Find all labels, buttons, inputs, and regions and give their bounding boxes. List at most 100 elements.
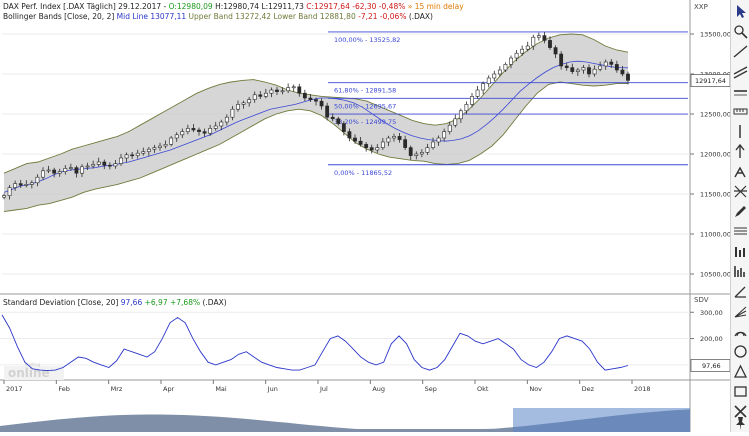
candle-body bbox=[587, 67, 591, 75]
candle-body bbox=[236, 104, 240, 110]
candle-body bbox=[2, 195, 6, 198]
candle-body bbox=[492, 73, 497, 79]
candle-body bbox=[308, 97, 313, 100]
pitchfork-icon[interactable] bbox=[732, 182, 749, 200]
candle-body bbox=[414, 153, 419, 156]
time-tick-label: Aug bbox=[372, 385, 385, 393]
price-unit-label: XXP bbox=[694, 3, 708, 11]
channel-icon[interactable] bbox=[732, 62, 749, 80]
horizontal-line-icon[interactable] bbox=[732, 82, 749, 100]
candle-body bbox=[330, 116, 335, 120]
candle-body bbox=[135, 152, 140, 156]
angle-icon[interactable] bbox=[732, 282, 749, 300]
candle-body bbox=[35, 176, 40, 184]
time-tick-label: Okt bbox=[477, 385, 489, 393]
fibonacci-icon[interactable] bbox=[732, 162, 749, 180]
bars-icon[interactable] bbox=[732, 242, 749, 260]
candle-body bbox=[107, 164, 112, 167]
candle-body bbox=[375, 147, 380, 151]
navigator-overview[interactable] bbox=[0, 408, 690, 432]
price-tick-label: 11500,00 bbox=[700, 191, 730, 199]
candle-body bbox=[119, 157, 123, 164]
candle-body bbox=[152, 147, 157, 150]
candle-body bbox=[536, 35, 541, 38]
bollinger-header: Bollinger Bands [Close, 20, 2] Mid Line … bbox=[3, 12, 433, 21]
candle-body bbox=[458, 110, 463, 120]
candle-body bbox=[146, 148, 151, 152]
price-tick-label: 12500,00 bbox=[700, 111, 730, 119]
candle-body bbox=[74, 167, 79, 174]
time-axis: 2017 Feb Mrz Apr Mai Jun Jul Aug Sep Okt Nov Dez 201… bbox=[3, 380, 651, 393]
candle-body bbox=[124, 154, 129, 159]
candle-body bbox=[548, 40, 552, 48]
candle-body bbox=[581, 67, 586, 71]
candle-body bbox=[275, 89, 279, 92]
vertical-line-icon[interactable] bbox=[732, 122, 749, 140]
candle-body bbox=[341, 123, 346, 132]
candle-body bbox=[91, 164, 96, 167]
histogram-icon[interactable] bbox=[732, 262, 749, 280]
candle-body bbox=[314, 99, 318, 102]
candle-body bbox=[626, 73, 630, 81]
cursor-icon[interactable] bbox=[732, 2, 749, 20]
candle-body bbox=[353, 137, 357, 142]
candle-body bbox=[191, 128, 196, 131]
candle-body bbox=[520, 48, 525, 54]
pencil-icon[interactable] bbox=[732, 202, 749, 220]
ellipse-icon[interactable] bbox=[732, 342, 749, 360]
triangle-icon[interactable] bbox=[732, 362, 749, 380]
candle-body bbox=[431, 141, 435, 148]
candle-body bbox=[258, 94, 263, 97]
price-tick-label: 12000,00 bbox=[700, 151, 730, 159]
candle-body bbox=[564, 65, 569, 68]
fan-icon[interactable] bbox=[732, 302, 749, 320]
candle-body bbox=[603, 61, 608, 67]
chart-area[interactable]: 100,00% - 13525,82 61,80% - 12891,58 50,00… bbox=[0, 0, 731, 432]
candle-body bbox=[447, 124, 452, 132]
candle-body bbox=[185, 128, 190, 132]
candle-body bbox=[609, 61, 614, 65]
candle-body bbox=[202, 131, 207, 134]
chart-svg[interactable]: 100,00% - 13525,82 61,80% - 12891,58 50,00… bbox=[0, 0, 731, 432]
watermark-small-text: Trading bbox=[23, 362, 41, 368]
sd-gridlines bbox=[0, 311, 690, 366]
candle-body bbox=[614, 64, 619, 71]
crosshair-icon[interactable] bbox=[732, 22, 749, 40]
rectangle-icon[interactable] bbox=[732, 382, 749, 400]
time-tick-label: Dez bbox=[582, 385, 595, 393]
arc-icon[interactable] bbox=[732, 322, 749, 340]
candle-body bbox=[419, 152, 424, 155]
candle-body bbox=[230, 108, 235, 118]
candle-body bbox=[425, 147, 430, 153]
candle-body bbox=[41, 170, 45, 178]
candle-body bbox=[68, 167, 73, 169]
sd-tick-label: 300,00 bbox=[700, 309, 723, 317]
candle-body bbox=[470, 96, 474, 105]
candle-body bbox=[197, 129, 201, 132]
time-tick-label: Nov bbox=[529, 385, 542, 393]
drawing-toolbar bbox=[730, 0, 749, 432]
candlestick-series bbox=[2, 32, 630, 200]
candle-body bbox=[397, 136, 402, 140]
time-tick-label: Mai bbox=[215, 385, 227, 393]
candle-body bbox=[570, 67, 575, 72]
candle-body bbox=[364, 144, 369, 148]
candle-body bbox=[247, 99, 252, 104]
ruler-icon[interactable] bbox=[732, 102, 749, 120]
delete-icon[interactable] bbox=[732, 402, 749, 420]
candle-body bbox=[252, 94, 257, 100]
candle-body bbox=[286, 87, 291, 92]
pin-icon[interactable] bbox=[732, 414, 749, 432]
candle-body bbox=[486, 77, 491, 84]
time-tick-label: 2018 bbox=[634, 385, 651, 393]
price-tick-label: 11000,00 bbox=[700, 231, 730, 239]
lines-icon[interactable] bbox=[732, 222, 749, 240]
candle-body bbox=[174, 134, 179, 139]
time-tick-label: Jul bbox=[319, 385, 328, 393]
fibonacci-levels: 100,00% - 13525,82 61,80% - 12891,58 50,00… bbox=[328, 31, 688, 177]
time-tick-label: Jun bbox=[267, 385, 278, 393]
trendline-icon[interactable] bbox=[732, 42, 749, 60]
candle-body bbox=[503, 64, 508, 71]
arrow-up-icon[interactable] bbox=[732, 142, 749, 160]
candle-body bbox=[297, 86, 302, 94]
